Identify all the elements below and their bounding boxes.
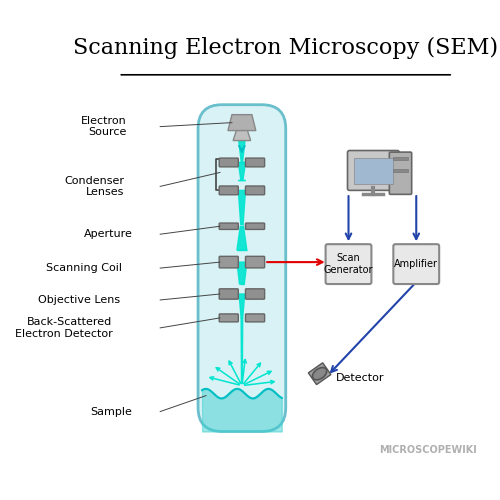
FancyBboxPatch shape <box>326 244 372 284</box>
Polygon shape <box>228 114 256 130</box>
FancyBboxPatch shape <box>219 186 238 195</box>
Text: MICROSCOPEWIKI: MICROSCOPEWIKI <box>380 446 477 456</box>
FancyBboxPatch shape <box>219 289 238 299</box>
Text: Scan
Generator: Scan Generator <box>324 254 374 275</box>
FancyBboxPatch shape <box>219 158 238 167</box>
Text: Sample: Sample <box>90 406 132 416</box>
FancyBboxPatch shape <box>219 223 238 230</box>
Polygon shape <box>237 262 247 284</box>
Text: Aperture: Aperture <box>84 229 132 239</box>
Polygon shape <box>237 226 247 250</box>
Polygon shape <box>238 140 245 162</box>
FancyBboxPatch shape <box>246 256 264 268</box>
FancyBboxPatch shape <box>246 223 264 230</box>
Text: Back-Scattered
Electron Detector: Back-Scattered Electron Detector <box>14 317 112 338</box>
FancyBboxPatch shape <box>219 256 238 268</box>
Text: Scanning Coil: Scanning Coil <box>46 263 122 273</box>
FancyBboxPatch shape <box>246 289 264 299</box>
Polygon shape <box>354 158 393 184</box>
Bar <box>394 170 407 172</box>
FancyBboxPatch shape <box>219 314 238 322</box>
Text: Amplifier: Amplifier <box>394 259 438 269</box>
Polygon shape <box>238 162 246 180</box>
FancyBboxPatch shape <box>390 152 411 194</box>
Text: Detector: Detector <box>336 372 384 382</box>
Polygon shape <box>308 363 331 384</box>
Polygon shape <box>238 190 246 224</box>
FancyBboxPatch shape <box>348 150 400 190</box>
Text: Electron
Source: Electron Source <box>80 116 126 138</box>
FancyBboxPatch shape <box>394 244 439 284</box>
Polygon shape <box>241 318 242 384</box>
Polygon shape <box>239 294 244 318</box>
Ellipse shape <box>312 368 326 380</box>
Polygon shape <box>233 130 250 140</box>
Text: Condenser
Lenses: Condenser Lenses <box>64 176 124 197</box>
FancyBboxPatch shape <box>246 158 264 167</box>
FancyBboxPatch shape <box>246 186 264 195</box>
FancyBboxPatch shape <box>198 104 286 432</box>
Text: Objective Lens: Objective Lens <box>38 295 120 305</box>
Title: Scanning Electron Microscopy (SEM): Scanning Electron Microscopy (SEM) <box>73 36 498 59</box>
FancyBboxPatch shape <box>246 314 264 322</box>
Bar <box>394 158 407 160</box>
